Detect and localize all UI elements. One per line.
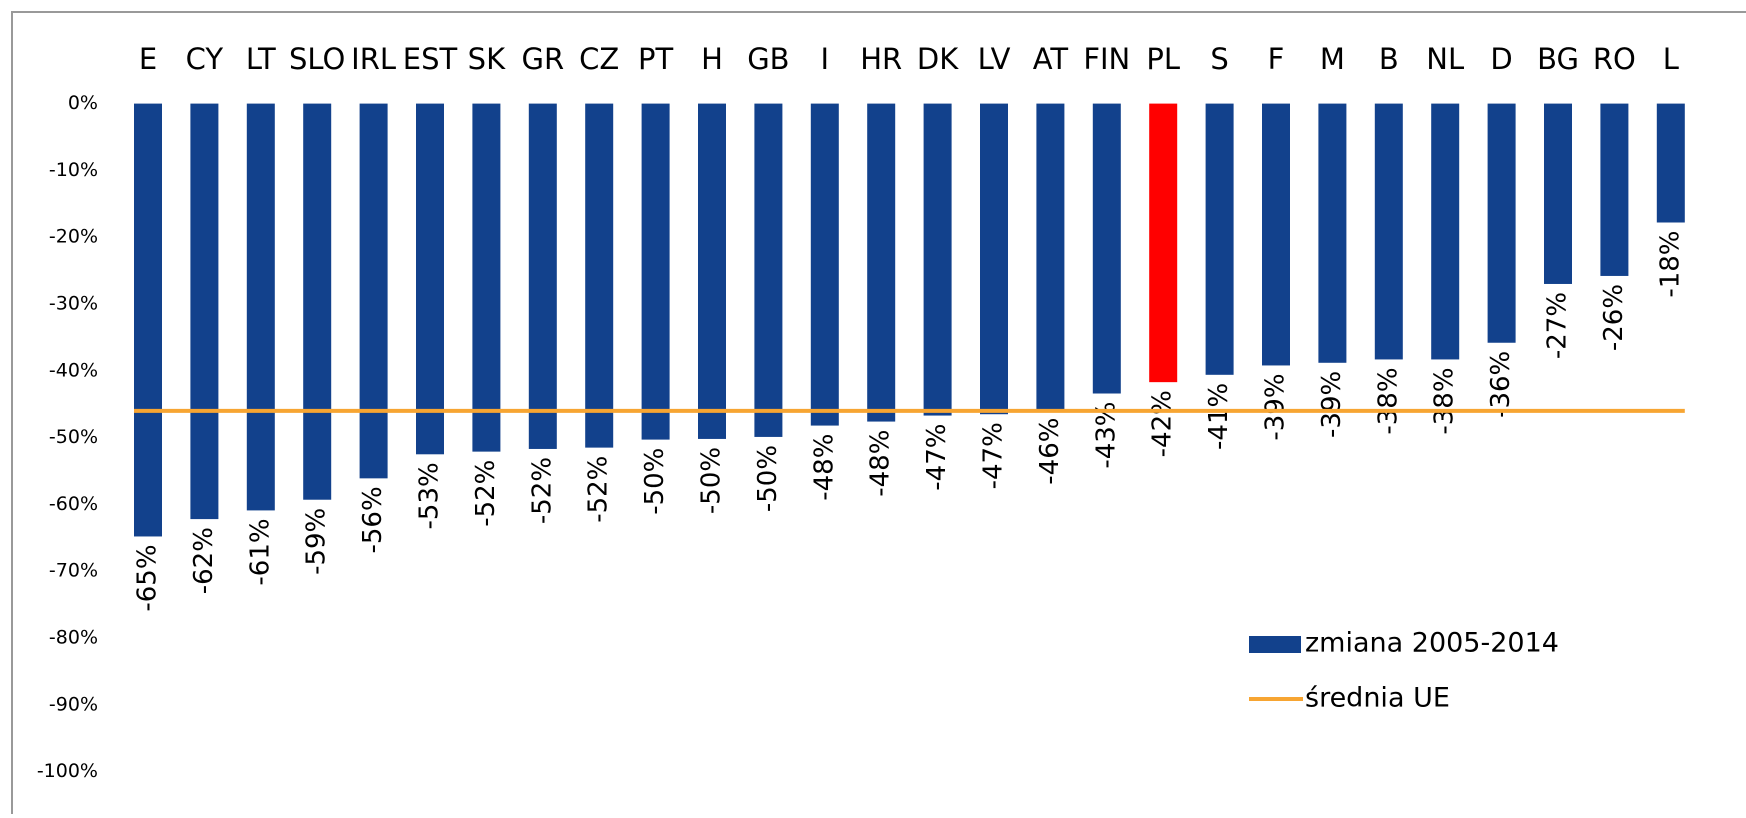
x-tick-label: LV <box>978 42 1011 76</box>
y-tick-label: -80% <box>49 627 98 649</box>
data-label: -36% <box>1486 351 1516 418</box>
bar <box>134 103 162 537</box>
data-label: -46% <box>1035 418 1065 485</box>
data-label: -48% <box>809 434 839 501</box>
data-label: -39% <box>1317 371 1347 438</box>
bar <box>528 103 557 449</box>
bar <box>1374 103 1403 360</box>
x-tick-label: S <box>1210 42 1228 76</box>
x-tick-label: LT <box>246 42 276 76</box>
x-tick-label: M <box>1320 42 1345 76</box>
x-tick-label: L <box>1663 42 1679 76</box>
bar <box>190 103 219 520</box>
x-tick-label: FIN <box>1083 42 1130 76</box>
legend-label: średnia UE <box>1305 683 1450 714</box>
x-tick-label: I <box>821 42 830 76</box>
legend-label: zmiana 2005-2014 <box>1305 628 1559 659</box>
bar <box>1431 103 1460 360</box>
y-tick-label: -90% <box>49 693 98 715</box>
x-tick-label: CZ <box>579 42 619 76</box>
bar <box>867 103 896 422</box>
bar <box>1318 103 1347 363</box>
bar <box>472 103 501 452</box>
bar <box>416 103 444 455</box>
bar <box>1487 103 1516 343</box>
x-tick-label: CY <box>186 42 224 76</box>
x-tick-label: SLO <box>289 42 345 76</box>
bar <box>1600 103 1629 276</box>
bar <box>1036 103 1065 410</box>
bar <box>980 103 1008 415</box>
bar <box>1092 103 1121 394</box>
data-label: -47% <box>979 422 1009 489</box>
legend-swatch <box>1249 636 1301 653</box>
x-tick-label: B <box>1379 42 1399 76</box>
bar <box>698 103 726 439</box>
data-label: -52% <box>527 457 557 524</box>
data-label: -53% <box>415 462 445 529</box>
frame <box>11 11 1746 818</box>
bar <box>359 103 388 479</box>
x-tick-label: PL <box>1146 42 1180 76</box>
x-tick-label: D <box>1490 42 1512 76</box>
data-label: -48% <box>866 430 896 497</box>
y-tick-label: -70% <box>49 560 98 582</box>
data-label: -50% <box>697 447 727 514</box>
y-tick-label: -30% <box>49 293 98 315</box>
data-label: -18% <box>1655 231 1685 298</box>
data-label: -41% <box>1204 383 1234 450</box>
bar <box>1262 103 1290 366</box>
data-label: -61% <box>245 518 275 585</box>
x-tick-label: BG <box>1537 42 1579 76</box>
x-tick-label: PT <box>638 42 673 76</box>
data-label: -47% <box>922 424 952 491</box>
y-tick-label: -20% <box>49 226 98 248</box>
data-label: -38% <box>1373 367 1403 434</box>
y-tick-label: -100% <box>37 760 98 782</box>
data-label: -27% <box>1543 292 1573 359</box>
x-tick-label: DK <box>917 42 959 76</box>
bar <box>1149 103 1178 383</box>
bar <box>923 103 952 416</box>
y-tick-label: -50% <box>49 426 98 448</box>
x-tick-label: SK <box>468 42 506 76</box>
y-tick-label: -10% <box>49 159 98 181</box>
data-label: -38% <box>1430 367 1460 434</box>
x-tick-label: IRL <box>351 42 396 76</box>
data-label: -52% <box>584 456 614 523</box>
data-label: -50% <box>640 448 670 515</box>
data-label: -62% <box>189 527 219 594</box>
data-label: -59% <box>302 508 332 575</box>
bar <box>754 103 783 437</box>
x-tick-label: AT <box>1033 42 1069 76</box>
x-tick-label: GB <box>747 42 789 76</box>
data-label: -42% <box>1148 390 1178 457</box>
data-label: -52% <box>471 460 501 527</box>
x-tick-label: E <box>139 42 157 76</box>
data-label: -50% <box>753 445 783 512</box>
bar <box>1544 103 1572 284</box>
bar <box>246 103 275 511</box>
y-tick-label: -60% <box>49 493 98 515</box>
data-label: -26% <box>1599 284 1629 351</box>
x-tick-label: RO <box>1593 42 1636 76</box>
data-label: -65% <box>133 544 163 611</box>
y-tick-label: 0% <box>68 92 98 114</box>
y-tick-label: -40% <box>49 359 98 381</box>
x-tick-label: GR <box>521 42 564 76</box>
bar <box>1656 103 1685 223</box>
bar <box>1205 103 1234 375</box>
bar <box>810 103 839 426</box>
x-tick-label: H <box>701 42 723 76</box>
bar <box>641 103 670 440</box>
x-tick-label: HR <box>860 42 902 76</box>
bar <box>303 103 332 500</box>
bar <box>585 103 614 448</box>
data-label: -39% <box>1261 373 1291 440</box>
x-tick-label: NL <box>1426 42 1464 76</box>
data-label: -56% <box>358 486 388 553</box>
x-tick-label: EST <box>403 42 458 76</box>
x-tick-label: F <box>1268 42 1285 76</box>
